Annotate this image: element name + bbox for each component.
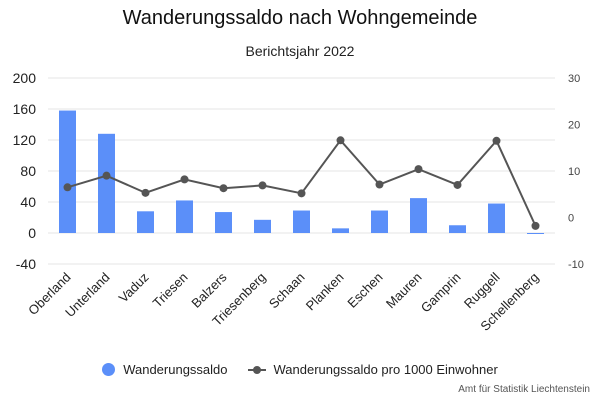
- line-point: [453, 180, 462, 189]
- line-point: [531, 221, 540, 230]
- chart-subtitle: Berichtsjahr 2022: [245, 43, 355, 59]
- line-point: [414, 165, 423, 174]
- chart-title: Wanderungssaldo nach Wohngemeinde: [122, 7, 478, 29]
- y-left-tick-label: 160: [13, 101, 37, 117]
- bar: [137, 211, 154, 233]
- y-right-tick-label: 20: [568, 120, 580, 132]
- y-left-tick-label: 40: [20, 194, 36, 210]
- bar: [449, 225, 466, 233]
- bar: [176, 200, 193, 233]
- y-left-tick-label: 200: [13, 70, 37, 86]
- line-point: [141, 188, 150, 197]
- bar: [59, 110, 76, 233]
- bar: [371, 210, 388, 233]
- line-point: [63, 183, 72, 192]
- line-point: [492, 136, 501, 145]
- legend-item-line[interactable]: Wanderungssaldo pro 1000 Einwohner: [247, 362, 498, 377]
- legend: Wanderungssaldo Wanderungssaldo pro 1000…: [0, 362, 600, 377]
- x-tick-label: Schaan: [266, 270, 308, 312]
- bar: [332, 228, 349, 233]
- x-tick-label: Planken: [303, 270, 347, 314]
- line-point: [297, 189, 306, 198]
- line-point: [375, 180, 384, 189]
- y-left-tick-label: -40: [16, 256, 36, 272]
- source-credit: Amt für Statistik Liechtenstein: [458, 384, 590, 395]
- legend-bar-swatch: [102, 363, 116, 376]
- bar: [488, 203, 505, 233]
- bar: [254, 219, 271, 233]
- line-point: [102, 171, 111, 180]
- legend-item-bars[interactable]: Wanderungssaldo: [102, 362, 228, 377]
- x-tick-label: Vaduz: [116, 270, 152, 306]
- y-left-tick-label: 120: [13, 132, 37, 148]
- line-point: [336, 136, 345, 145]
- bar: [410, 198, 427, 233]
- y-left-tick-label: 80: [20, 163, 36, 179]
- y-right-tick-label: -10: [568, 259, 584, 271]
- y-right-tick-label: 0: [568, 213, 574, 225]
- line-point: [180, 175, 189, 184]
- x-tick-label: Eschen: [344, 270, 385, 311]
- x-tick-label: Gamprin: [418, 270, 464, 316]
- bar: [527, 233, 544, 234]
- y-left-tick-label: 0: [28, 225, 36, 241]
- x-tick-label: Triesen: [150, 270, 191, 311]
- bar: [98, 133, 115, 233]
- line-point: [219, 184, 228, 193]
- bar: [293, 210, 310, 233]
- y-right-tick-label: 10: [568, 166, 580, 178]
- bar: [215, 212, 232, 233]
- legend-line-swatch: [247, 363, 266, 376]
- y-right-tick-label: 30: [568, 73, 580, 85]
- line-point: [258, 181, 267, 190]
- legend-line-label: Wanderungssaldo pro 1000 Einwohner: [273, 362, 498, 377]
- legend-bar-label: Wanderungssaldo: [123, 362, 228, 377]
